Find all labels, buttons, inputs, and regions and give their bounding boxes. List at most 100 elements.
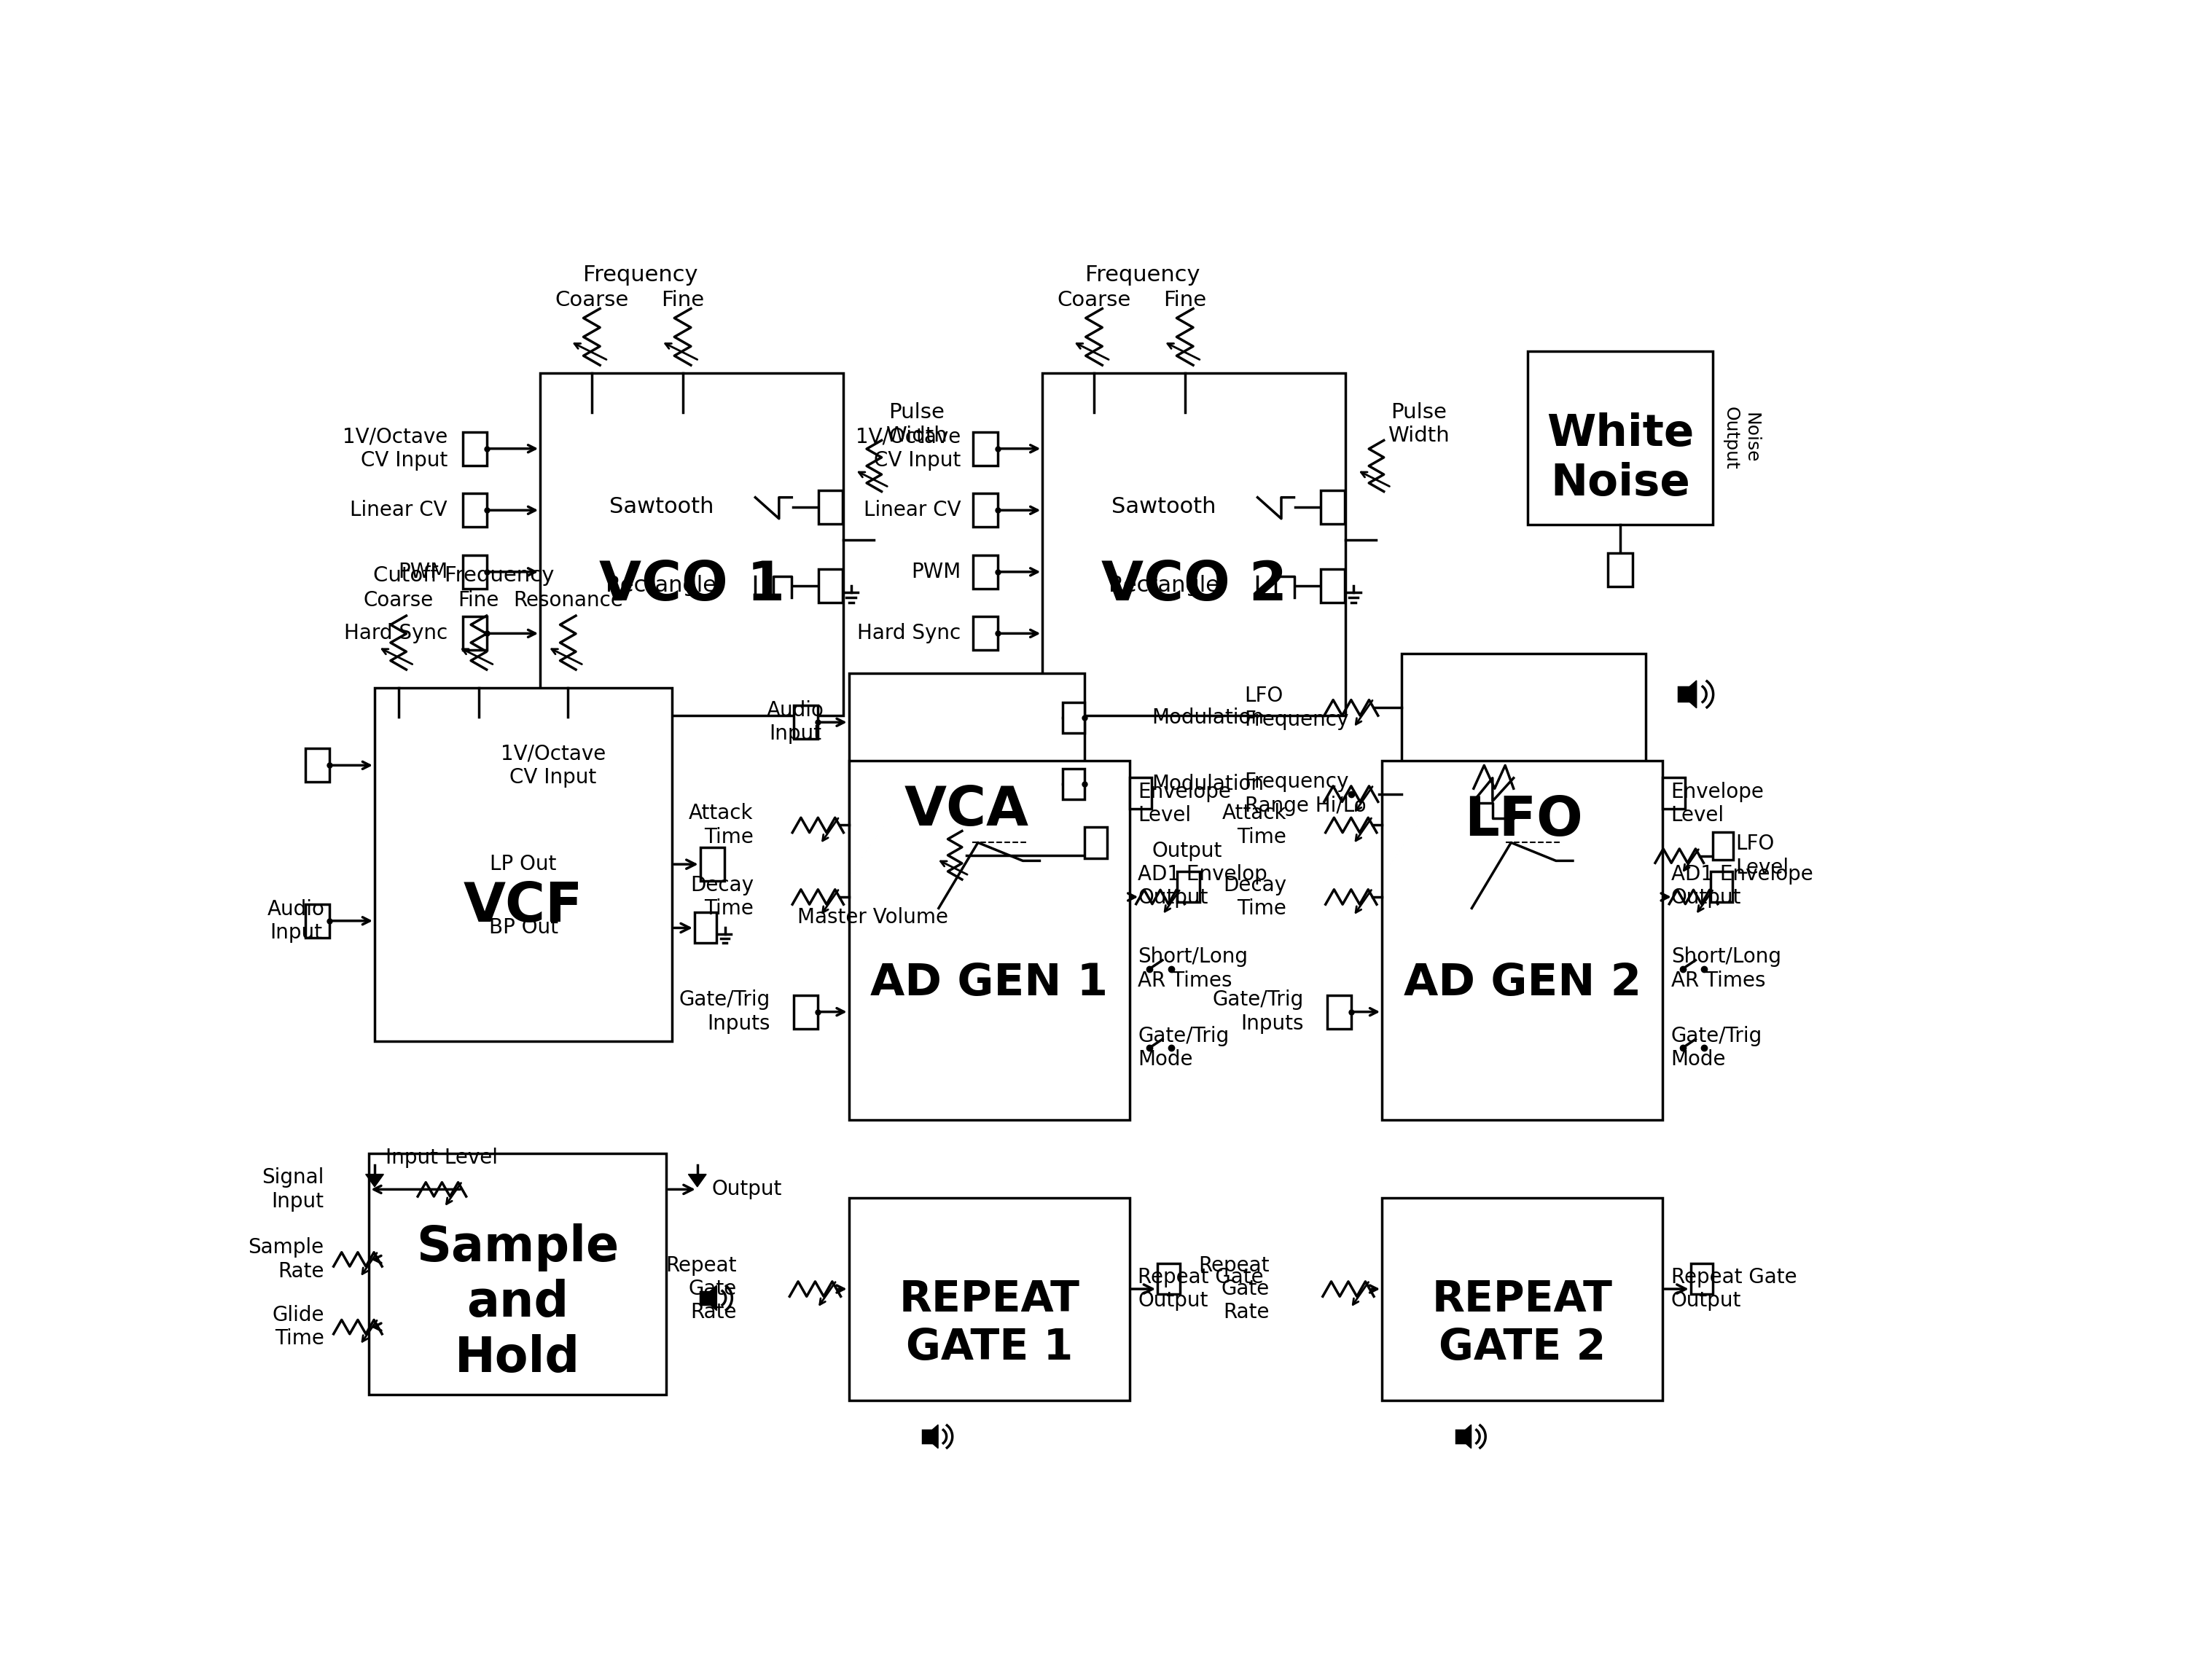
Text: Signal
Input: Signal Input <box>261 1167 325 1212</box>
Bar <box>462 555 487 588</box>
Text: Frequency
Range Hi/Lo: Frequency Range Hi/Lo <box>1245 771 1367 816</box>
Text: Gate/Trig
Mode: Gate/Trig Mode <box>1670 1025 1763 1070</box>
Bar <box>818 490 843 524</box>
Text: AD GEN 1: AD GEN 1 <box>869 962 1108 1004</box>
Text: Pulse
Width: Pulse Width <box>885 402 947 445</box>
Polygon shape <box>365 1175 383 1187</box>
Bar <box>1084 828 1106 858</box>
Text: 1V/Octave
CV Input: 1V/Octave CV Input <box>856 427 960 470</box>
Text: REPEAT
GATE 2: REPEAT GATE 2 <box>1431 1278 1613 1368</box>
Text: Rectangle: Rectangle <box>606 575 717 597</box>
Bar <box>369 1153 666 1394</box>
Text: Repeat Gate
Output: Repeat Gate Output <box>1137 1266 1263 1311</box>
Text: Rectangle: Rectangle <box>1108 575 1219 597</box>
Text: Repeat
Gate
Rate: Repeat Gate Rate <box>1199 1255 1270 1323</box>
Text: AD1 Envelop
Output: AD1 Envelop Output <box>1137 864 1267 907</box>
Polygon shape <box>931 1424 938 1448</box>
Text: Audio
Input: Audio Input <box>768 700 825 745</box>
Text: Repeat
Gate
Rate: Repeat Gate Rate <box>666 1255 737 1323</box>
Bar <box>1679 688 1688 701</box>
Text: Attack
Time: Attack Time <box>688 803 754 848</box>
Text: Repeat Gate
Output: Repeat Gate Output <box>1670 1266 1796 1311</box>
Bar <box>1663 778 1686 809</box>
Bar <box>973 555 998 588</box>
Text: Short/Long
AR Times: Short/Long AR Times <box>1137 947 1248 991</box>
Bar <box>305 904 330 937</box>
Text: Sawtooth: Sawtooth <box>608 497 714 517</box>
Bar <box>1062 768 1084 799</box>
Bar <box>540 374 843 716</box>
Text: Cutoff Frequency: Cutoff Frequency <box>374 565 555 585</box>
Bar <box>1710 871 1732 902</box>
Polygon shape <box>710 1285 717 1311</box>
Text: Envelope
Level: Envelope Level <box>1137 781 1232 826</box>
Text: LFO
Level: LFO Level <box>1736 834 1790 878</box>
Bar <box>305 748 330 783</box>
Text: VCF: VCF <box>465 881 584 934</box>
Text: Decay
Time: Decay Time <box>1223 874 1287 919</box>
Text: Sawtooth: Sawtooth <box>1110 497 1217 517</box>
Text: LP Out: LP Out <box>491 854 557 874</box>
Bar <box>1321 490 1345 524</box>
Bar <box>973 432 998 465</box>
Text: Hard Sync: Hard Sync <box>858 623 960 643</box>
Text: Frequency: Frequency <box>582 264 697 286</box>
Polygon shape <box>1688 680 1697 708</box>
Bar <box>1130 778 1152 809</box>
Text: VCA: VCA <box>905 784 1029 838</box>
Text: VCO 1: VCO 1 <box>599 558 785 612</box>
Text: Audio
Input: Audio Input <box>268 899 325 942</box>
Bar <box>1690 1263 1712 1295</box>
Text: Envelope
Level: Envelope Level <box>1670 781 1765 826</box>
Text: Decay
Time: Decay Time <box>690 874 754 919</box>
Text: Output: Output <box>712 1180 781 1200</box>
Text: 1V/Octave
CV Input: 1V/Octave CV Input <box>500 743 606 788</box>
Polygon shape <box>688 1175 706 1187</box>
Text: VCO 2: VCO 2 <box>1102 558 1287 612</box>
Bar <box>1321 568 1345 602</box>
Text: Gate/Trig
Inputs: Gate/Trig Inputs <box>679 991 770 1034</box>
Text: Coarse: Coarse <box>1057 291 1130 311</box>
Bar <box>1042 374 1345 716</box>
Bar <box>1157 1263 1179 1295</box>
Text: Resonance: Resonance <box>513 590 624 612</box>
Text: LFO: LFO <box>1464 794 1584 848</box>
Text: Master Volume: Master Volume <box>796 907 949 927</box>
Bar <box>973 617 998 650</box>
Bar <box>695 912 717 942</box>
Bar <box>1402 653 1646 922</box>
Text: AD GEN 2: AD GEN 2 <box>1402 962 1641 1004</box>
Bar <box>1382 1198 1663 1399</box>
Text: Pulse
Width: Pulse Width <box>1387 402 1449 445</box>
Text: Hard Sync: Hard Sync <box>343 623 447 643</box>
Bar <box>794 705 818 740</box>
Bar <box>701 1291 710 1305</box>
Text: 1V/Octave
CV Input: 1V/Octave CV Input <box>343 427 447 470</box>
Bar <box>1528 351 1712 525</box>
Text: Attack
Time: Attack Time <box>1221 803 1287 848</box>
Text: Modulation: Modulation <box>1152 774 1263 794</box>
Text: Coarse: Coarse <box>555 291 628 311</box>
Text: Noise
Output: Noise Output <box>1723 406 1761 469</box>
Bar <box>1712 831 1734 859</box>
Bar <box>1327 996 1352 1029</box>
Text: Fine: Fine <box>1164 291 1206 311</box>
Bar <box>1455 1431 1464 1443</box>
Text: PWM: PWM <box>911 562 960 582</box>
Text: REPEAT
GATE 1: REPEAT GATE 1 <box>898 1278 1079 1368</box>
Bar <box>794 996 818 1029</box>
Bar <box>1177 871 1199 902</box>
Bar <box>849 761 1130 1120</box>
Bar <box>849 673 1084 896</box>
Bar <box>849 1198 1130 1399</box>
Bar <box>818 568 843 602</box>
Bar <box>1382 761 1663 1120</box>
Text: Linear CV: Linear CV <box>863 500 960 520</box>
Text: Output: Output <box>1152 841 1221 861</box>
Bar <box>462 494 487 527</box>
Bar <box>973 494 998 527</box>
Text: Fine: Fine <box>458 590 500 612</box>
Text: BP Out: BP Out <box>489 917 557 937</box>
Text: AD1 Envelope
Output: AD1 Envelope Output <box>1670 864 1814 907</box>
Text: Short/Long
AR Times: Short/Long AR Times <box>1670 947 1781 991</box>
